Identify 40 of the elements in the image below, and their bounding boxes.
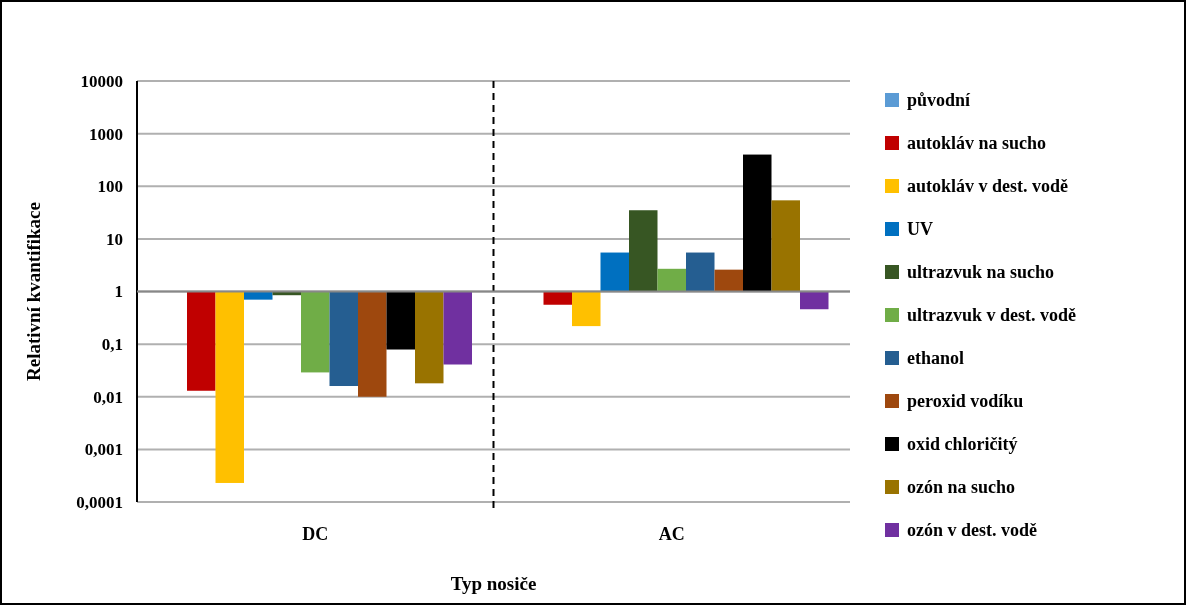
y-tick-label: 10000 xyxy=(80,71,123,91)
bar xyxy=(600,252,629,292)
legend-label: původní xyxy=(907,90,972,111)
bar xyxy=(329,291,358,387)
bar xyxy=(443,291,472,365)
y-tick-label: 0,1 xyxy=(101,335,123,355)
legend-label: UV xyxy=(907,219,933,240)
bar xyxy=(358,291,387,397)
bar xyxy=(743,154,772,292)
x-tick-label: DC xyxy=(302,524,329,544)
x-tick-label: AC xyxy=(658,524,685,544)
y-axis-title: Relativní kvantifikace xyxy=(23,202,44,381)
y-tick-label: 0,01 xyxy=(93,387,123,407)
y-tick-label: 1 xyxy=(114,282,123,302)
legend-label: ultrazvuk na sucho xyxy=(907,262,1055,283)
y-tick-label: 100 xyxy=(97,177,123,197)
x-axis-title: Typ nosiče xyxy=(450,573,537,594)
bar xyxy=(187,291,216,391)
y-tick-label: 1000 xyxy=(89,124,123,144)
bar xyxy=(686,252,715,292)
bar xyxy=(657,268,686,292)
bar xyxy=(714,269,743,292)
bar xyxy=(572,291,601,327)
bar xyxy=(386,291,415,350)
legend-label: oxid chloričitý xyxy=(907,434,1018,455)
y-tick-label: 10 xyxy=(106,229,123,249)
bar xyxy=(629,210,658,292)
legend-label: ozón na sucho xyxy=(907,477,1016,498)
legend-label: ethanol xyxy=(907,348,965,369)
legend-label: ozón v dest. vodě xyxy=(907,520,1038,541)
y-tick-label: 0,0001 xyxy=(76,492,123,512)
bar xyxy=(215,291,244,483)
legend-label: autokláv na sucho xyxy=(907,133,1047,154)
legend-label: ultrazvuk v dest. vodě xyxy=(907,305,1077,326)
legend-label: autokláv v dest. vodě xyxy=(907,176,1069,197)
bar xyxy=(415,291,444,384)
legend-label: peroxid vodíku xyxy=(907,391,1024,412)
bar xyxy=(301,291,330,373)
y-tick-label: 0,001 xyxy=(84,440,123,460)
bar xyxy=(771,200,800,292)
